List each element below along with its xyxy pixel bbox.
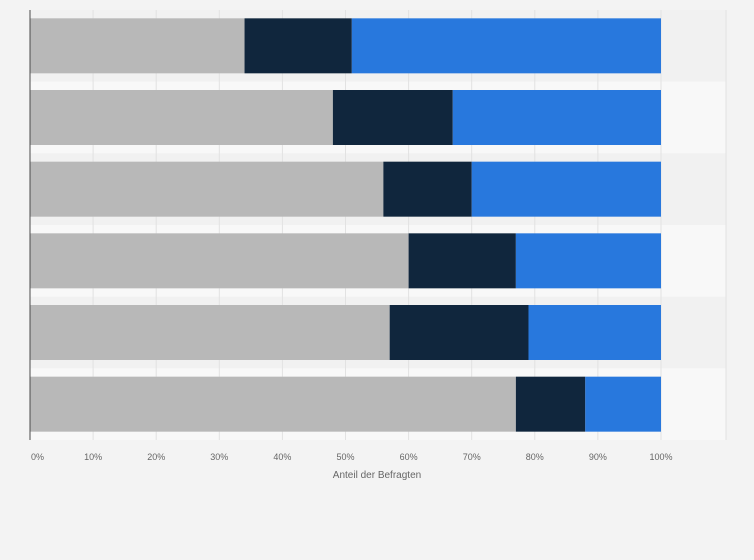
x-tick-label: 10% xyxy=(84,452,102,462)
bar-segment-2 xyxy=(244,18,352,74)
x-axis-title: Anteil der Befragten xyxy=(333,470,421,481)
bar-segment-3 xyxy=(528,305,661,360)
bar-segment-1 xyxy=(30,90,333,145)
bars xyxy=(30,18,661,432)
x-tick-label: 60% xyxy=(400,452,418,462)
x-tick-label: 80% xyxy=(526,452,544,462)
bar-segment-3 xyxy=(452,90,661,145)
x-tick-label: 20% xyxy=(147,452,165,462)
bar-segment-2 xyxy=(515,376,586,432)
x-tick-label: 50% xyxy=(336,452,354,462)
x-tick-label: 100% xyxy=(649,452,672,462)
bar-segment-2 xyxy=(332,90,453,145)
bar-segment-3 xyxy=(585,376,661,432)
x-tick-label: 0% xyxy=(31,452,44,462)
bar-segment-1 xyxy=(30,233,409,289)
bar-segment-3 xyxy=(351,18,661,74)
bar-segment-1 xyxy=(30,305,390,360)
bar-segment-2 xyxy=(389,305,529,360)
bar-segment-3 xyxy=(471,161,661,217)
row-bands xyxy=(30,10,726,440)
bar-segment-3 xyxy=(515,233,661,289)
x-tick-label: 90% xyxy=(589,452,607,462)
bar-segment-1 xyxy=(30,18,245,74)
bar-segment-1 xyxy=(30,161,384,217)
x-tick-label: 40% xyxy=(273,452,291,462)
x-tick-labels: 0% 10% 20% 30% 40% 50% 60% 70% 80% 90% 100% xyxy=(31,452,673,462)
bar-segment-1 xyxy=(30,376,516,432)
bar-segment-2 xyxy=(383,161,472,217)
x-tick-label: 30% xyxy=(210,452,228,462)
x-tick-label: 70% xyxy=(463,452,481,462)
bar-segment-2 xyxy=(408,233,516,289)
